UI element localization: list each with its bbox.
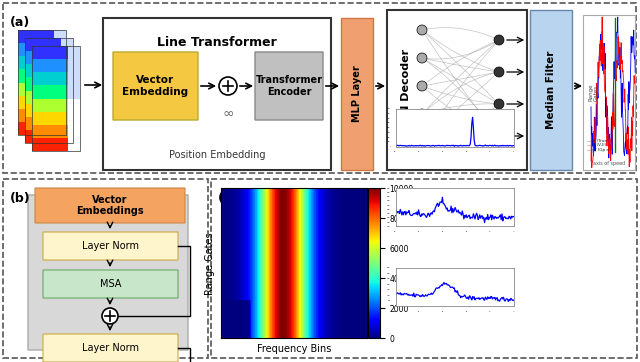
Bar [68, 59, 80, 72]
Bar [54, 43, 66, 56]
Bar [32, 138, 80, 151]
Bar [18, 56, 66, 70]
Bar [25, 64, 73, 77]
Bar [54, 122, 66, 135]
Bar [18, 30, 66, 43]
Bar [32, 98, 80, 111]
Text: Layer Norm: Layer Norm [82, 241, 139, 251]
Bar [18, 122, 66, 135]
FancyBboxPatch shape [113, 52, 198, 120]
Bar [211, 179, 637, 358]
Bar [61, 104, 73, 117]
Circle shape [417, 25, 427, 35]
Text: MLP Layer: MLP Layer [352, 66, 362, 122]
Bar [25, 77, 73, 90]
Bar [61, 117, 73, 130]
Bar [54, 83, 66, 96]
Circle shape [417, 81, 427, 91]
Bar [54, 30, 66, 43]
Bar [61, 77, 73, 90]
Bar [18, 83, 66, 96]
Text: KAN Decoder: KAN Decoder [401, 49, 411, 131]
X-axis label: Frequency Bins: Frequency Bins [257, 344, 331, 354]
FancyBboxPatch shape [43, 270, 178, 298]
Bar [68, 125, 80, 138]
Circle shape [494, 131, 504, 141]
FancyBboxPatch shape [387, 10, 527, 170]
Bar [25, 117, 73, 130]
Bar [68, 85, 80, 98]
Bar [18, 43, 66, 56]
FancyBboxPatch shape [28, 195, 188, 350]
Bar [61, 64, 73, 77]
Bar [32, 59, 80, 72]
Bar [18, 96, 66, 109]
Bar [61, 38, 73, 51]
Bar [68, 72, 80, 85]
Text: Layer Norm: Layer Norm [82, 343, 139, 353]
Bar [25, 90, 73, 104]
Bar [3, 179, 208, 358]
Text: — B (True)
— B (V,II)
— of (Gp a): — B (True) — B (V,II) — of (Gp a) [587, 139, 611, 152]
Text: MSA: MSA [100, 279, 121, 289]
Circle shape [494, 67, 504, 77]
Bar [18, 70, 66, 83]
Bar [18, 109, 66, 122]
Bar [61, 51, 73, 64]
Text: (b): (b) [10, 192, 31, 205]
Bar [32, 111, 80, 125]
Bar [54, 70, 66, 83]
Circle shape [219, 77, 237, 95]
Circle shape [102, 308, 118, 324]
Bar [583, 15, 635, 170]
Text: (c): (c) [218, 192, 237, 205]
Circle shape [417, 137, 427, 147]
Text: Range
Gates: Range Gates [588, 84, 599, 101]
FancyBboxPatch shape [43, 334, 178, 362]
Bar [25, 51, 73, 64]
Circle shape [417, 53, 427, 63]
FancyBboxPatch shape [43, 232, 178, 260]
Circle shape [494, 35, 504, 45]
FancyBboxPatch shape [35, 188, 185, 223]
Bar [3, 3, 636, 173]
Bar [61, 90, 73, 104]
FancyBboxPatch shape [255, 52, 323, 120]
Bar [25, 38, 73, 51]
Bar [32, 46, 80, 151]
Bar [530, 10, 572, 170]
Text: Vector
Embeddings: Vector Embeddings [76, 195, 144, 216]
Bar [61, 130, 73, 143]
Bar [32, 46, 80, 59]
Bar [68, 138, 80, 151]
Bar [341, 18, 373, 170]
Bar [32, 72, 80, 85]
Y-axis label: Range Gates: Range Gates [205, 232, 215, 295]
Bar [25, 104, 73, 117]
Text: Median Filter: Median Filter [546, 51, 556, 129]
Text: Line Transformer: Line Transformer [157, 36, 277, 49]
Text: Transformer
Encoder: Transformer Encoder [255, 75, 323, 97]
Bar [32, 85, 80, 98]
Bar [25, 130, 73, 143]
Bar [68, 98, 80, 111]
Text: ...: ... [422, 274, 437, 290]
Text: axis of speed: axis of speed [593, 161, 625, 166]
Bar [68, 46, 80, 59]
Bar [18, 30, 66, 135]
Circle shape [417, 109, 427, 119]
Text: Position Embedding: Position Embedding [169, 150, 265, 160]
Bar [54, 109, 66, 122]
Circle shape [494, 99, 504, 109]
Text: Vector
Embedding: Vector Embedding [122, 75, 189, 97]
Text: (a): (a) [10, 16, 30, 29]
Bar [68, 111, 80, 125]
Bar [54, 56, 66, 70]
Bar [32, 125, 80, 138]
Bar [54, 96, 66, 109]
Bar [25, 38, 73, 143]
Text: ∞: ∞ [222, 107, 234, 121]
